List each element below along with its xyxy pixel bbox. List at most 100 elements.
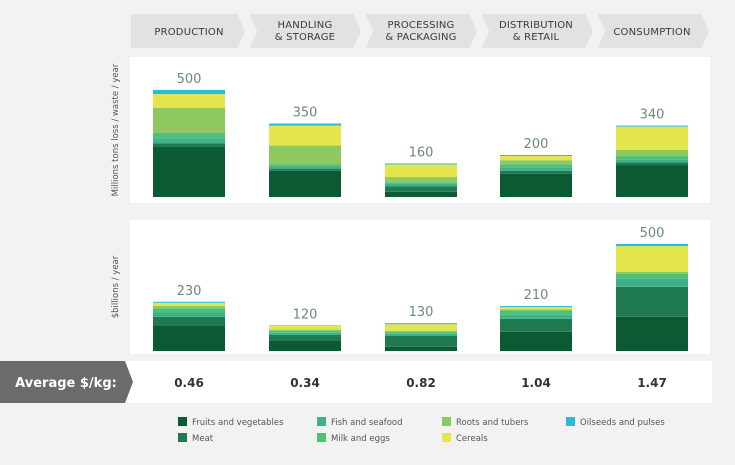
bar-total-label: 340 xyxy=(640,108,665,123)
bar-segment-milk-and-eggs xyxy=(616,156,688,160)
bar-segment-oilseeds-and-pulses xyxy=(153,89,225,95)
bar-segment-fish-and-seafood xyxy=(269,332,341,335)
bar-total-label: 210 xyxy=(524,288,549,303)
upper-y-axis-label: Millions tons loss / waste / year xyxy=(111,63,121,196)
bar-segment-roots-and-tubers xyxy=(385,177,457,183)
bar-segment-cereals xyxy=(616,126,688,150)
bar-segment-meat xyxy=(269,168,341,171)
bar-segment-fruits-and-vegetables xyxy=(500,331,572,351)
bar-segment-fish-and-seafood xyxy=(500,167,572,171)
bar-segment-cereals xyxy=(500,307,572,310)
legend-swatch-meat xyxy=(178,433,187,442)
legend-label-milk-and-eggs: Milk and eggs xyxy=(331,434,390,444)
stage-label: HANDLING xyxy=(278,20,333,31)
bar-segment-cereals xyxy=(153,94,225,108)
bar-segment-roots-and-tubers xyxy=(500,160,572,165)
bar-segment-roots-and-tubers xyxy=(500,309,572,311)
legend-label-fish-and-seafood: Fish and seafood xyxy=(331,418,403,428)
bar-segment-fruits-and-vegetables xyxy=(616,316,688,351)
bar-segment-meat xyxy=(385,186,457,192)
bar-segment-cereals xyxy=(385,164,457,178)
bar-segment-fruits-and-vegetables xyxy=(269,340,341,351)
bar-segment-cereals xyxy=(500,156,572,161)
bar-segment-fruits-and-vegetables xyxy=(500,173,572,197)
bar-segment-milk-and-eggs xyxy=(153,308,225,313)
stage-header: PRODUCTION HANDLING& STORAGE PROCESSING& P… xyxy=(129,12,712,50)
bar-segment-meat xyxy=(153,143,225,147)
stage-label: & RETAIL xyxy=(513,32,560,43)
bar-segment-milk-and-eggs xyxy=(616,273,688,279)
average-value: 0.46 xyxy=(174,376,204,390)
stage-label: DISTRIBUTION xyxy=(499,20,573,31)
bar-total-label: 230 xyxy=(177,284,202,299)
bar-segment-milk-and-eggs xyxy=(385,331,457,334)
bar-segment-oilseeds-and-pulses xyxy=(616,244,688,247)
stage-chevron-consumption xyxy=(594,12,712,50)
bar-total-label: 500 xyxy=(640,226,665,241)
legend-label-fruits-and-vegetables: Fruits and vegetables xyxy=(192,418,284,428)
bar-total-label: 350 xyxy=(293,106,318,121)
bar-total-label: 160 xyxy=(409,145,434,160)
legend-label-cereals: Cereals xyxy=(456,434,488,444)
bar-segment-fish-and-seafood xyxy=(269,166,341,169)
bar-segment-meat xyxy=(153,316,225,326)
average-title-badge xyxy=(0,361,133,403)
bar-segment-fish-and-seafood xyxy=(616,278,688,287)
average-value: 1.47 xyxy=(637,376,667,390)
bar-segment-cereals xyxy=(269,325,341,330)
bar-total-label: 500 xyxy=(177,72,202,87)
upper-chart-bars: 500 350 160 200 340 xyxy=(153,72,688,197)
legend-label-roots-and-tubers: Roots and tubers xyxy=(456,418,529,428)
stage-label: PRODUCTION xyxy=(154,27,223,38)
legend-swatch-cereals xyxy=(442,433,451,442)
bar-segment-milk-and-eggs xyxy=(269,164,341,167)
bar-segment-milk-and-eggs xyxy=(500,310,572,315)
bar-segment-oilseeds-and-pulses xyxy=(500,155,572,157)
stage-chevron-production xyxy=(129,12,248,50)
bar-segment-roots-and-tubers xyxy=(269,329,341,331)
bar-segment-oilseeds-and-pulses xyxy=(269,123,341,126)
average-values: 0.46 0.34 0.82 1.04 1.47 xyxy=(174,376,667,390)
bar-segment-roots-and-tubers xyxy=(385,330,457,332)
bar-segment-oilseeds-and-pulses xyxy=(385,323,457,325)
bar-segment-fish-and-seafood xyxy=(153,312,225,317)
bar-segment-meat xyxy=(616,286,688,317)
bar-segment-fish-and-seafood xyxy=(616,159,688,163)
legend: Fruits and vegetables Meat Fish and seafoo… xyxy=(178,417,665,444)
bar-segment-oilseeds-and-pulses xyxy=(385,163,457,165)
bar-segment-oilseeds-and-pulses xyxy=(500,306,572,308)
bar-total-label: 200 xyxy=(524,137,549,152)
bar-segment-milk-and-eggs xyxy=(385,182,457,184)
stage-label: CONSUMPTION xyxy=(613,27,690,38)
bar-segment-fish-and-seafood xyxy=(153,138,225,144)
bar-segment-milk-and-eggs xyxy=(153,132,225,139)
bar-segment-roots-and-tubers xyxy=(269,145,341,165)
bar-total-label: 120 xyxy=(293,307,318,322)
bar-total-label: 130 xyxy=(409,305,434,320)
stage-label: & STORAGE xyxy=(275,32,335,43)
bar-segment-fruits-and-vegetables xyxy=(153,325,225,351)
bar-segment-fruits-and-vegetables xyxy=(385,191,457,197)
legend-label-meat: Meat xyxy=(192,434,214,444)
bar-segment-fruits-and-vegetables xyxy=(153,146,225,197)
stage-label: & PACKAGING xyxy=(385,32,456,43)
bar-segment-fruits-and-vegetables xyxy=(616,165,688,197)
bar-segment-meat xyxy=(269,334,341,341)
bar-segment-roots-and-tubers xyxy=(153,107,225,133)
legend-swatch-milk-and-eggs xyxy=(317,433,326,442)
bar-segment-cereals xyxy=(269,125,341,146)
legend-swatch-oilseeds-and-pulses xyxy=(566,417,575,426)
bar-segment-meat xyxy=(385,336,457,347)
stage-chevron-processing-packaging xyxy=(362,12,480,50)
bar-segment-meat xyxy=(500,318,572,332)
legend-swatch-roots-and-tubers xyxy=(442,417,451,426)
lower-y-axis-label: $billions / year xyxy=(111,255,121,318)
bar-segment-fish-and-seafood xyxy=(385,183,457,187)
bar-segment-fruits-and-vegetables xyxy=(269,170,341,197)
bar-segment-roots-and-tubers xyxy=(616,271,688,274)
average-title: Average $/kg: xyxy=(15,376,117,391)
legend-swatch-fruits-and-vegetables xyxy=(178,417,187,426)
legend-swatch-fish-and-seafood xyxy=(317,417,326,426)
lower-chart-bars: 230 120 130 210 500 xyxy=(153,226,688,351)
bar-segment-milk-and-eggs xyxy=(500,164,572,168)
